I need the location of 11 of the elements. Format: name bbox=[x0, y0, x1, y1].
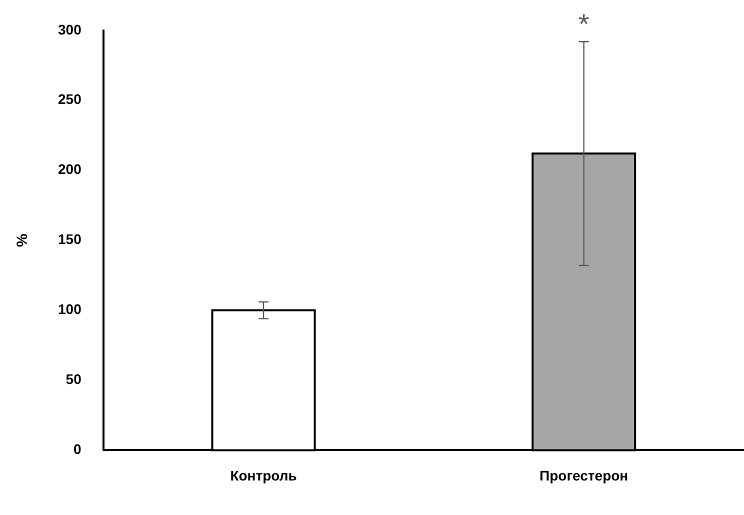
y-tick-label: 200 bbox=[58, 161, 82, 178]
y-tick-label: 300 bbox=[58, 21, 82, 38]
y-tick-label: 150 bbox=[58, 231, 82, 248]
y-tick-label: 250 bbox=[58, 91, 82, 108]
y-tick-label: 100 bbox=[58, 301, 82, 318]
x-tick-label: Контроль bbox=[230, 467, 298, 484]
y-tick-label: 0 bbox=[74, 441, 82, 458]
y-tick-label: 50 bbox=[66, 371, 82, 388]
y-axis-title: % bbox=[14, 234, 32, 247]
x-tick-label: Прогестерон bbox=[540, 467, 628, 484]
annotation: * bbox=[578, 8, 590, 40]
